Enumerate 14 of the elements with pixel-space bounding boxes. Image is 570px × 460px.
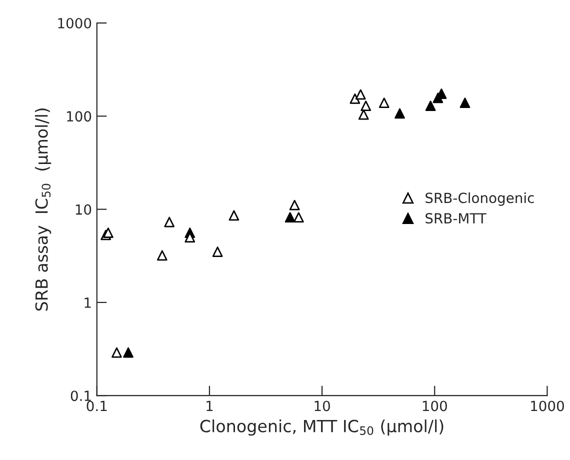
y-tick-label: 1 xyxy=(84,298,91,308)
x-tick-label: 10 xyxy=(314,400,330,412)
y-axis-title: SRB assay IC$_{50}$ (μmol/l) xyxy=(34,108,52,311)
y-tick-label: 1000 xyxy=(58,18,92,28)
x-tick-label: 0.1 xyxy=(86,400,107,412)
y-tick-label: 100 xyxy=(67,111,92,122)
legend-label: SRB-MTT xyxy=(426,213,486,224)
legend-label: SRB-Clonogenic xyxy=(426,192,534,206)
x-tick-label: 1 xyxy=(206,400,213,412)
x-axis-title: Clonogenic, MTT IC$_{50}$ (μmol/l) xyxy=(200,419,444,436)
y-tick-label: 10 xyxy=(76,204,92,215)
x-tick-label: 1000 xyxy=(531,400,564,412)
x-tick-label: 100 xyxy=(422,400,447,412)
y-tick-label: 0.1 xyxy=(70,390,91,402)
